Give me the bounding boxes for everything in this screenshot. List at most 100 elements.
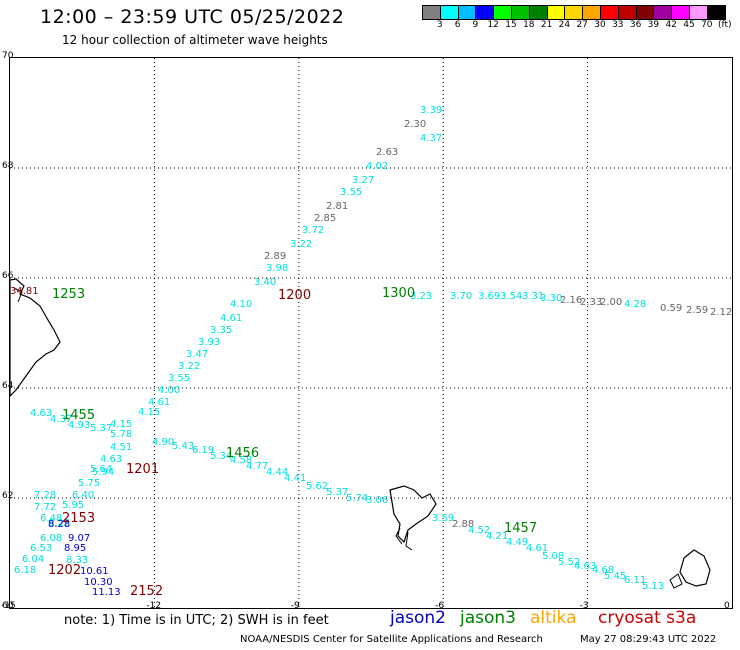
- latitude-tick-label: 70: [2, 51, 13, 61]
- generation-timestamp: May 27 08:29:43 UTC 2022: [580, 634, 716, 645]
- color-swatch: [475, 5, 494, 20]
- wave-height-value: 3.72: [302, 226, 324, 236]
- wave-height-value: 2.59: [686, 306, 708, 316]
- color-swatch: [547, 5, 566, 20]
- wave-height-value: 3.54: [500, 292, 522, 302]
- wave-height-value: 2.81: [326, 202, 348, 212]
- color-swatch: [689, 5, 708, 20]
- color-scale-label: 70: [697, 20, 717, 30]
- wave-height-value: 3.55: [340, 188, 362, 198]
- graticule: [10, 58, 732, 608]
- wave-height-value: 7.72: [34, 503, 56, 513]
- wave-height-value: 11.13: [92, 588, 121, 598]
- shetland-islands-coastline: [670, 550, 710, 588]
- wave-height-value: 4.02: [366, 162, 388, 172]
- pass-time-label: 1202: [48, 564, 81, 577]
- color-swatch: [493, 5, 512, 20]
- pass-time-label: 1201: [126, 463, 159, 476]
- pass-time-label: 1455: [62, 409, 95, 422]
- latitude-tick-label: 64: [2, 381, 13, 391]
- color-swatch: [653, 5, 672, 20]
- color-swatch: [600, 5, 619, 20]
- wave-height-value: 3.40: [254, 278, 276, 288]
- color-swatch: [707, 5, 726, 20]
- legend-jason2: jason2: [390, 608, 446, 628]
- wave-height-value: 4.51: [110, 443, 132, 453]
- wave-height-value: 5.62: [306, 482, 328, 492]
- wave-height-value: 3.55: [168, 374, 190, 384]
- wave-height-value: 3.93: [198, 338, 220, 348]
- latitude-tick-label: 60: [2, 601, 13, 611]
- wave-height-value: 5.74: [346, 494, 368, 504]
- credit-line: NOAA/NESDIS Center for Satellite Applica…: [240, 634, 543, 645]
- pass-time-label: 2152: [130, 585, 163, 598]
- wave-height-value: 4.28: [624, 300, 646, 310]
- legend-cryosat-s3a: cryosat s3a: [598, 608, 696, 628]
- wave-height-value: 3.47: [186, 350, 208, 360]
- pass-time-label: 1457: [504, 522, 537, 535]
- pass-time-label: 1200: [278, 289, 311, 302]
- wave-height-value: 4.15: [110, 420, 132, 430]
- wave-height-value: 3.70: [450, 292, 472, 302]
- wave-height-value: 2.00: [600, 298, 622, 308]
- wave-height-value: 4.41: [284, 474, 306, 484]
- wave-height-value: 4.00: [158, 386, 180, 396]
- footnote: note: 1) Time is in UTC; 2) SWH is in fe…: [64, 613, 329, 628]
- pass-time-label: 1456: [226, 447, 259, 460]
- color-swatch: [458, 5, 477, 20]
- color-swatch: [511, 5, 530, 20]
- wave-height-value: 3.39: [420, 106, 442, 116]
- longitude-tick-label: -6: [435, 601, 444, 611]
- wave-height-value: 5.45: [604, 572, 626, 582]
- wave-height-value: 5.78: [110, 430, 132, 440]
- wave-height-value: 3.69: [478, 292, 500, 302]
- map-subtitle: 12 hour collection of altimeter wave hei…: [62, 33, 328, 47]
- pass-time-label: 1300: [382, 287, 415, 300]
- wave-height-value: 6.04: [22, 555, 44, 565]
- wave-height-value: 4.49: [506, 538, 528, 548]
- wave-height-value: 5.95: [62, 501, 84, 511]
- color-swatch: [440, 5, 459, 20]
- latitude-tick-label: 62: [2, 491, 13, 501]
- wave-height-value: 3.98: [266, 264, 288, 274]
- wave-height-value: 8.95: [64, 544, 86, 554]
- map-title: 12:00 – 23:59 UTC 05/25/2022: [40, 6, 344, 28]
- pass-time-label: 1253: [52, 288, 85, 301]
- wave-height-value: 5.37: [326, 488, 348, 498]
- longitude-tick-label: -12: [146, 601, 161, 611]
- wave-height-value: 3.30: [540, 294, 562, 304]
- wave-height-value: 6.53: [30, 544, 52, 554]
- color-swatch: [582, 5, 601, 20]
- wave-height-value: 2.85: [314, 214, 336, 224]
- color-swatch: [618, 5, 637, 20]
- latitude-tick-label: 66: [2, 271, 13, 281]
- color-swatch: [636, 5, 655, 20]
- wave-height-value: 2.33: [580, 298, 602, 308]
- wave-height-value: 4.63: [30, 409, 52, 419]
- wave-height-value: 5.43: [172, 442, 194, 452]
- wave-height-value: 34.81: [10, 287, 39, 297]
- wave-height-value: 3.27: [352, 176, 374, 186]
- wave-height-value: 3.22: [178, 362, 200, 372]
- pass-time-label: 2153: [62, 512, 95, 525]
- faroe-islands-coastline: [390, 486, 436, 550]
- wave-height-value: 3.22: [290, 240, 312, 250]
- map-canvas: [10, 58, 732, 608]
- wave-height-value: 5.13: [642, 582, 664, 592]
- wave-height-value: 5.75: [78, 479, 100, 489]
- wave-height-value: 3.59: [432, 514, 454, 524]
- wave-height-value: 4.90: [152, 438, 174, 448]
- longitude-tick-label: -3: [580, 601, 589, 611]
- wave-height-value: 4.15: [138, 408, 160, 418]
- legend-jason3: jason3: [460, 608, 516, 628]
- color-scale-unit: (ft): [718, 20, 732, 30]
- wave-height-value: 4.77: [246, 462, 268, 472]
- wave-height-value: 3.06: [366, 496, 388, 506]
- wave-height-value: 4.10: [230, 300, 252, 310]
- wave-height-value: 7.28: [34, 491, 56, 501]
- wave-height-value: 4.61: [220, 314, 242, 324]
- wave-height-value: 3.35: [210, 326, 232, 336]
- color-swatch: [671, 5, 690, 20]
- legend-altika: altika: [530, 608, 577, 628]
- longitude-tick-label: -9: [291, 601, 300, 611]
